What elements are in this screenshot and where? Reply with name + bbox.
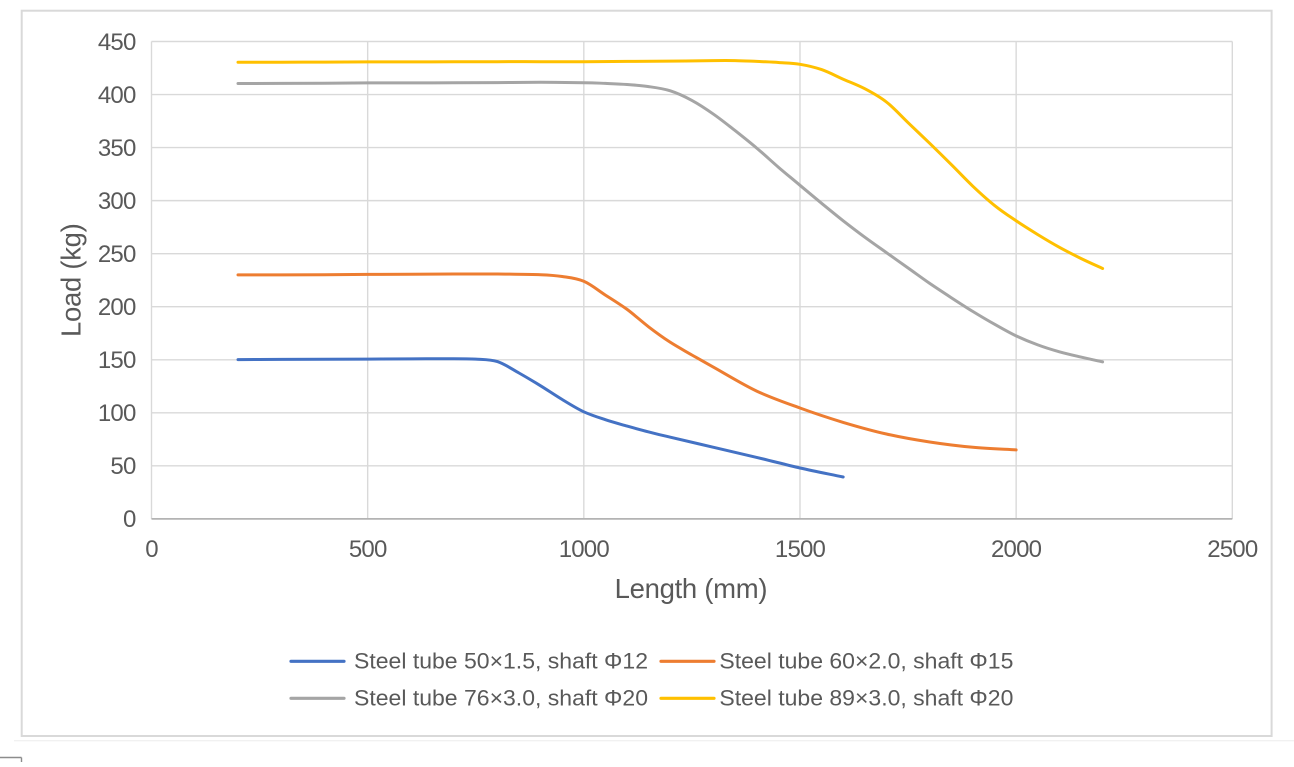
svg-text:450: 450 <box>98 29 136 56</box>
svg-text:150: 150 <box>98 347 136 374</box>
svg-text:1500: 1500 <box>775 536 826 563</box>
svg-text:50: 50 <box>110 453 136 480</box>
svg-text:250: 250 <box>98 241 136 268</box>
svg-text:Steel tube 50×1.5, shaft Φ12: Steel tube 50×1.5, shaft Φ12 <box>354 649 648 674</box>
svg-text:500: 500 <box>349 536 387 563</box>
svg-text:1000: 1000 <box>559 536 610 563</box>
svg-text:Steel tube 89×3.0, shaft Φ20: Steel tube 89×3.0, shaft Φ20 <box>719 686 1013 711</box>
svg-text:300: 300 <box>98 188 136 215</box>
svg-text:350: 350 <box>98 135 136 162</box>
svg-text:200: 200 <box>98 294 136 321</box>
svg-text:Load (kg): Load (kg) <box>56 223 87 336</box>
svg-text:Steel tube 60×2.0, shaft Φ15: Steel tube 60×2.0, shaft Φ15 <box>719 649 1013 674</box>
svg-text:100: 100 <box>98 400 136 427</box>
svg-text:0: 0 <box>123 506 136 533</box>
svg-text:Steel tube 76×3.0, shaft Φ20: Steel tube 76×3.0, shaft Φ20 <box>354 686 648 711</box>
svg-text:400: 400 <box>98 82 136 109</box>
svg-text:Length (mm): Length (mm) <box>615 573 768 604</box>
svg-text:2500: 2500 <box>1207 536 1258 563</box>
svg-text:0: 0 <box>145 536 158 563</box>
svg-text:2000: 2000 <box>991 536 1042 563</box>
